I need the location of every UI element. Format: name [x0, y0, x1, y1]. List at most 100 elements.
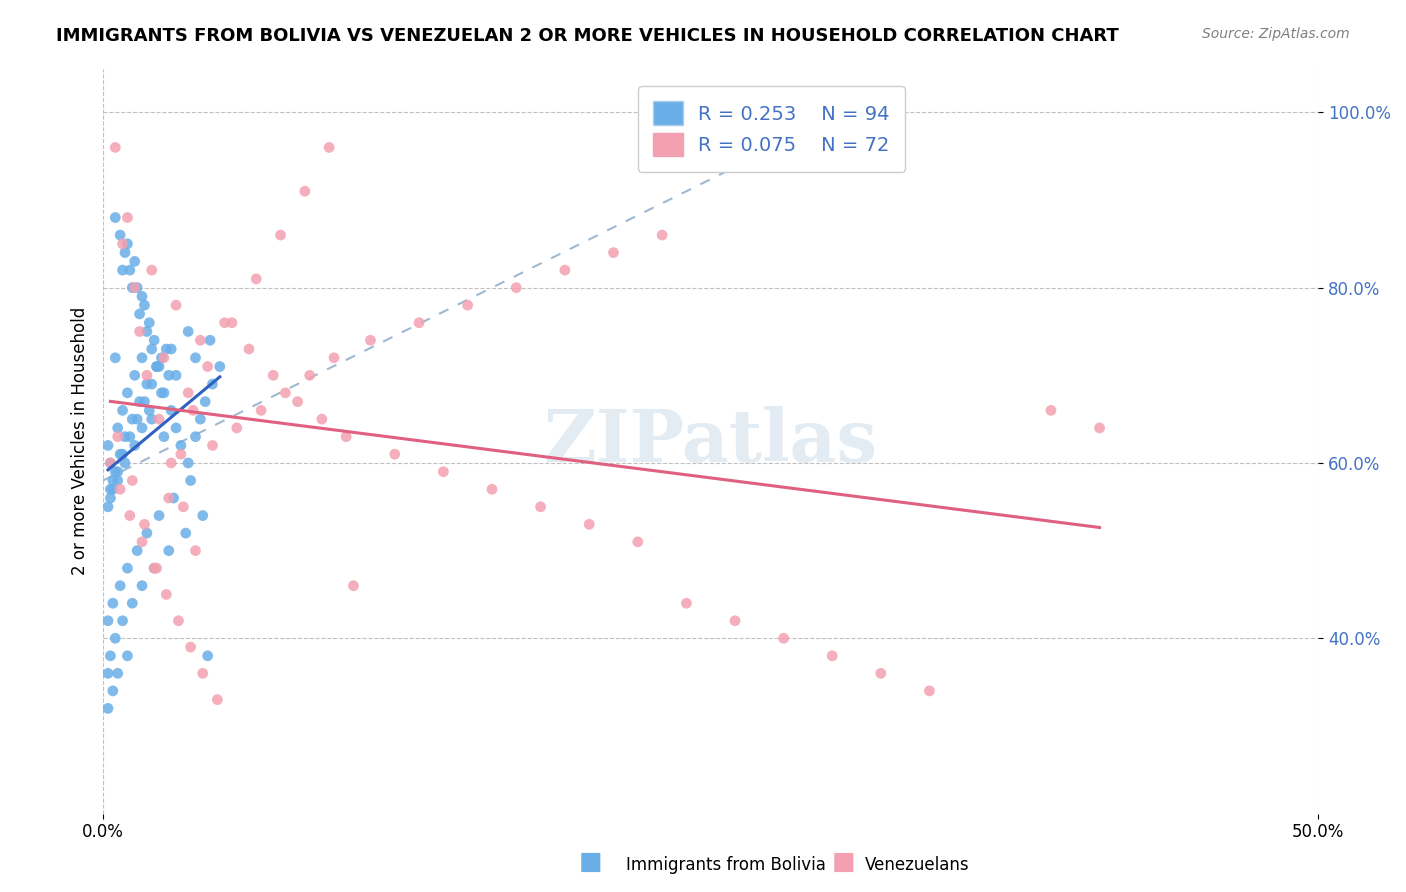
Point	[724, 614, 747, 628]
Point	[167, 614, 190, 628]
Point	[111, 447, 134, 461]
Point	[323, 351, 346, 365]
Text: IMMIGRANTS FROM BOLIVIA VS VENEZUELAN 2 OR MORE VEHICLES IN HOUSEHOLD CORRELATIO: IMMIGRANTS FROM BOLIVIA VS VENEZUELAN 2 …	[56, 27, 1119, 45]
Point	[188, 412, 211, 426]
Point	[97, 701, 120, 715]
Point	[143, 561, 166, 575]
Point	[135, 368, 157, 383]
Point	[207, 692, 229, 706]
Point	[298, 368, 321, 383]
Point	[134, 517, 156, 532]
Point	[287, 394, 309, 409]
Point	[128, 307, 150, 321]
Point	[311, 412, 333, 426]
Point	[121, 474, 143, 488]
Point	[1039, 403, 1062, 417]
Point	[165, 298, 187, 312]
Point	[135, 325, 157, 339]
Point	[335, 430, 357, 444]
Point	[124, 254, 146, 268]
Point	[194, 394, 217, 409]
Point	[111, 614, 134, 628]
Point	[214, 316, 236, 330]
Point	[505, 280, 527, 294]
Point	[157, 491, 180, 505]
Point	[141, 377, 163, 392]
Text: Source: ZipAtlas.com: Source: ZipAtlas.com	[1202, 27, 1350, 41]
Point	[134, 394, 156, 409]
Point	[128, 394, 150, 409]
Point	[250, 403, 273, 417]
Point	[177, 385, 200, 400]
Point	[529, 500, 551, 514]
Point	[274, 385, 297, 400]
Point	[221, 316, 243, 330]
Point	[107, 430, 129, 444]
Point	[104, 632, 127, 646]
Point	[124, 438, 146, 452]
Point	[184, 543, 207, 558]
Point	[153, 385, 176, 400]
Point	[145, 359, 167, 374]
Y-axis label: 2 or more Vehicles in Household: 2 or more Vehicles in Household	[72, 307, 89, 575]
Point	[651, 228, 673, 243]
Point	[245, 272, 267, 286]
Point	[180, 640, 202, 654]
Point	[184, 430, 207, 444]
Point	[97, 666, 120, 681]
Point	[821, 648, 844, 663]
Point	[141, 412, 163, 426]
Point	[174, 526, 197, 541]
Point	[121, 280, 143, 294]
Point	[134, 298, 156, 312]
Point	[675, 596, 697, 610]
Point	[100, 483, 122, 497]
Point	[191, 666, 214, 681]
Point	[117, 561, 139, 575]
Point	[201, 438, 224, 452]
Point	[118, 508, 141, 523]
Point	[238, 342, 260, 356]
Point	[107, 421, 129, 435]
Point	[124, 368, 146, 383]
Point	[135, 526, 157, 541]
Point	[270, 228, 292, 243]
Point	[97, 614, 120, 628]
Point	[150, 351, 173, 365]
Point	[114, 456, 136, 470]
Point	[554, 263, 576, 277]
Point	[121, 596, 143, 610]
Point	[155, 587, 177, 601]
Point	[127, 280, 149, 294]
Point	[177, 325, 200, 339]
Point	[481, 483, 503, 497]
Point	[117, 211, 139, 225]
Point	[160, 403, 183, 417]
Point	[150, 385, 173, 400]
Point	[869, 666, 891, 681]
Point	[160, 342, 183, 356]
Point	[108, 447, 131, 461]
Point	[181, 403, 204, 417]
Point	[107, 666, 129, 681]
Point	[772, 632, 794, 646]
Point	[104, 211, 127, 225]
Point	[627, 534, 650, 549]
Point	[121, 412, 143, 426]
Point	[918, 684, 941, 698]
Point	[111, 263, 134, 277]
Point	[108, 228, 131, 243]
Point	[127, 543, 149, 558]
Text: ZIPatlas: ZIPatlas	[544, 406, 877, 476]
Point	[101, 596, 124, 610]
Point	[153, 430, 176, 444]
Point	[172, 500, 194, 514]
Point	[114, 245, 136, 260]
Point	[198, 333, 221, 347]
Point	[294, 184, 316, 198]
Point	[143, 561, 166, 575]
Point	[180, 474, 202, 488]
Point	[114, 430, 136, 444]
Point	[148, 359, 170, 374]
Point	[101, 483, 124, 497]
